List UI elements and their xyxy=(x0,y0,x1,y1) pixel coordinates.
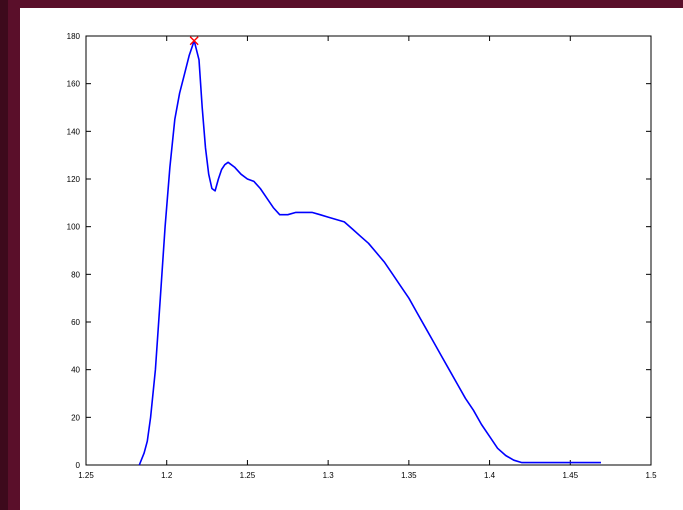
series-layer xyxy=(138,39,601,466)
x-tick-label: 1.25 xyxy=(78,471,94,480)
peak-marker xyxy=(189,36,199,46)
ticks-layer: 1.25 1.2 1.25 1.3 1.35 1.4 1.45 1.5 0 20 40 60 80 100… xyxy=(67,32,657,480)
slide-left-stripe xyxy=(0,0,8,510)
x-tick-label: 1.45 xyxy=(562,471,578,480)
x-tick-label: 1.4 xyxy=(484,471,496,480)
y-tick-label: 140 xyxy=(67,127,81,136)
figure-window: 1.25 1.2 1.25 1.3 1.35 1.4 1.45 1.5 0 20 40 60 80 100… xyxy=(20,8,683,510)
line-chart: 1.25 1.2 1.25 1.3 1.35 1.4 1.45 1.5 0 20 40 60 80 100… xyxy=(67,32,657,480)
marker-layer xyxy=(189,36,199,46)
y-tick-label: 80 xyxy=(71,270,80,279)
y-tick-label: 20 xyxy=(71,413,80,422)
y-tick-label: 160 xyxy=(67,80,81,89)
y-tick-label: 60 xyxy=(71,318,80,327)
x-tick-label: 1.2 xyxy=(161,471,173,480)
y-tick-label: 100 xyxy=(67,223,81,232)
plot-area xyxy=(85,35,652,466)
y-tick-label: 40 xyxy=(71,366,80,375)
y-tick-label: 120 xyxy=(67,175,81,184)
y-tick-label: 0 xyxy=(76,461,81,470)
series-line xyxy=(138,39,601,466)
x-tick-label: 1.3 xyxy=(323,471,335,480)
x-tick-label: 1.25 xyxy=(240,471,256,480)
y-tick-label: 180 xyxy=(67,32,81,41)
x-tick-label: 1.5 xyxy=(645,471,657,480)
peak-marker-stroke xyxy=(189,36,199,46)
x-tick-label: 1.35 xyxy=(401,471,417,480)
